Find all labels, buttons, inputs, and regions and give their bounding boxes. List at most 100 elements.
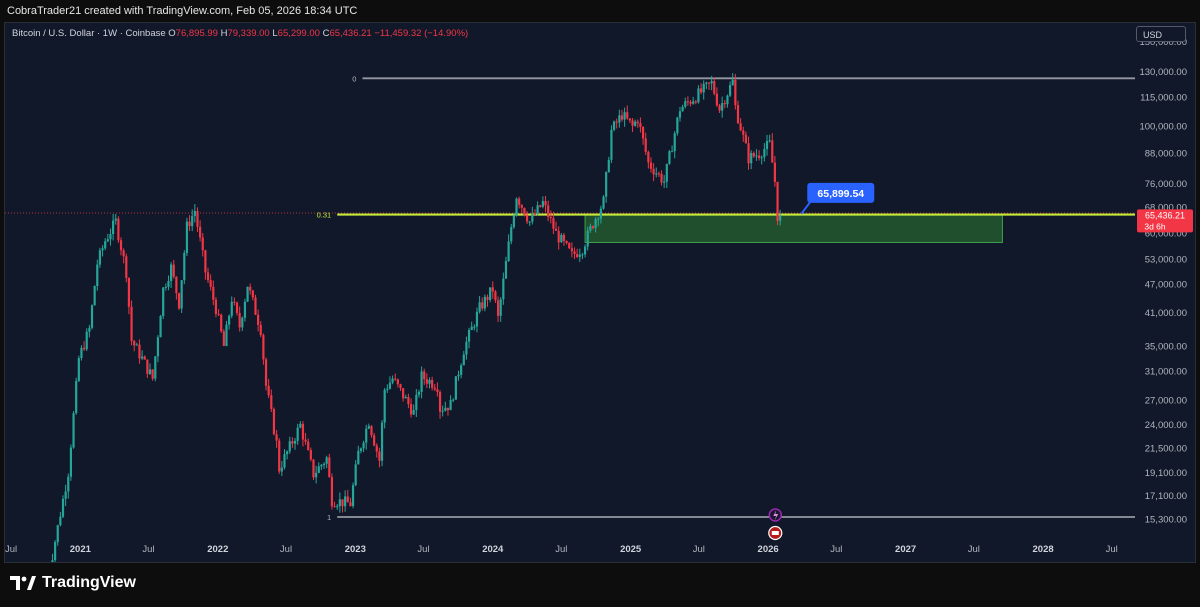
candle-body [446,407,450,411]
candle-body [349,502,352,507]
candle-body [394,378,397,380]
x-tick-label: 2028 [1033,544,1054,555]
candle-body [259,324,262,336]
candle-body [573,251,576,255]
candle-body [214,299,218,314]
chart-caption-bar: CobraTrader21 created with TradingView.c… [0,0,1200,22]
candle-body [341,499,344,507]
chart-panel[interactable]: 150,000.00 130,000.00 115,000.00 100,000.00… [4,22,1196,563]
candle-body [533,213,537,215]
x-tick-label: 2027 [895,544,916,555]
candle-body [64,491,67,499]
candle-body [114,218,117,221]
candle-body [597,218,600,220]
candle-body [130,306,133,341]
y-tick-label: 60,000.00 [1145,229,1187,240]
candle-body [544,201,547,206]
x-axis: Jul 2021 Jul 2022 Jul 2023 Jul 2024 Jul 2025 Jul 20… [5,544,1118,555]
candle-body [460,365,463,375]
candle-body [705,82,708,84]
candle-body [765,141,769,150]
price-chart[interactable]: 150,000.00 130,000.00 115,000.00 100,000.00… [5,23,1195,562]
candle-body [412,410,415,415]
candle-body [699,88,703,93]
candle-body [581,254,584,256]
candle-body [547,205,550,217]
candle-body [359,448,363,451]
candle-body [233,301,236,303]
candle-body [275,434,278,441]
candle-body [726,95,729,105]
candle-body [702,83,705,93]
lightning-glyph [773,510,779,521]
candle-body [75,380,78,414]
candle-body [193,210,196,216]
support-zone [584,214,1003,243]
candle-body [491,287,494,292]
candle-body [241,317,244,328]
candle-body [507,241,510,262]
candle-body [238,312,241,328]
candle-body [301,423,305,440]
candle-body [681,106,684,112]
candle-body [721,103,724,111]
y-tick-label: 19,100.00 [1145,468,1187,479]
chart-caption: CobraTrader21 created with TradingView.c… [7,5,358,17]
candle-body [773,162,777,182]
candle-body [776,181,779,221]
candle-body [686,101,689,103]
candle-body [320,465,323,467]
candle-body [85,331,88,350]
candle-body [649,162,653,169]
candle-body [67,476,70,492]
y-tick-label: 41,000.00 [1145,308,1187,319]
candle-body [270,395,273,410]
candle-body [293,440,297,444]
candle-body [757,155,761,158]
candle-body [162,287,165,317]
candle-body [278,440,281,472]
candle-body [496,300,500,316]
candle-body [504,261,508,279]
x-tick-label: Jul [830,544,842,555]
candle-body [710,81,713,84]
y-tick-label: 68,000.00 [1145,202,1187,213]
candle-body [707,82,711,84]
candle-body [618,115,621,123]
candle-body [362,442,365,449]
candle-body [164,286,167,288]
candle-body [80,347,83,359]
candle-body [101,248,104,251]
candle-body [420,371,423,392]
candle-body [357,450,360,465]
candle-body [578,254,581,257]
candle-body [531,213,534,222]
y-axis: 150,000.00 130,000.00 115,000.00 100,000.00… [1139,37,1187,526]
candle-body [172,264,175,277]
symbol-legend: Bitcoin / U.S. Dollar · 1W · Coinbase O7… [12,28,468,39]
candle-body [199,226,202,238]
legend-close-key: C [322,28,330,39]
candle-body [615,121,618,123]
candle-body [554,228,558,231]
candle-body [728,85,732,96]
candle-body [396,379,399,385]
candle-body [217,313,220,315]
candle-body [146,359,149,374]
candle-body [351,485,355,507]
candle-body [148,369,152,374]
candle-body [383,389,386,423]
tradingview-logo: TradingView [10,574,136,592]
y-tick-label: 35,000.00 [1145,341,1187,352]
candle-body [689,101,692,104]
candle-body [206,272,210,281]
candle-body [467,330,471,342]
candle-body [249,286,252,291]
callout-pointer [800,201,812,215]
candle-body [623,112,626,120]
candle-body [634,121,637,126]
candle-body [454,376,457,400]
candle-body [518,198,521,205]
currency-button[interactable]: USD [1136,26,1186,42]
candle-body [697,88,700,103]
